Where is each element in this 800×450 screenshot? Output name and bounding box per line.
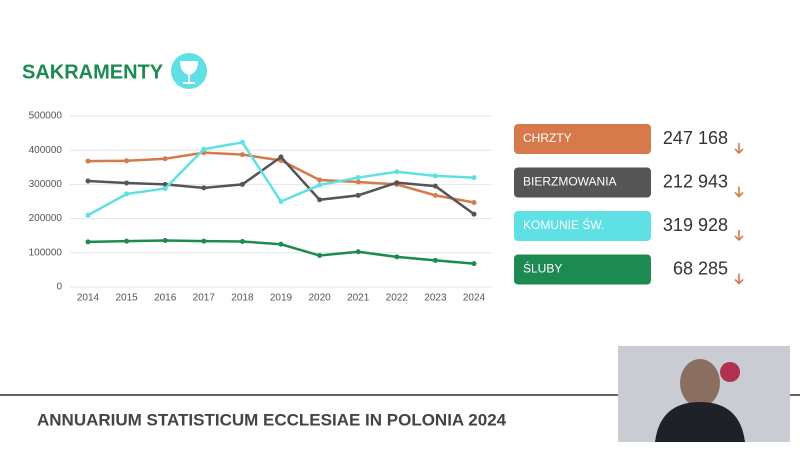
point	[239, 152, 245, 158]
point	[317, 177, 323, 183]
point	[432, 192, 438, 198]
series-line	[87, 155, 475, 216]
legend-label: ŚLUBY	[523, 261, 562, 276]
y-tick-label: 300000	[29, 179, 63, 190]
x-tick-label: 2023	[424, 293, 447, 304]
legend-label: CHRZTY	[523, 131, 572, 145]
footer-text: ANNUARIUM STATISTICUM ECCLESIAE IN POLON…	[37, 410, 507, 429]
point	[162, 156, 168, 162]
point	[355, 249, 361, 255]
y-tick-label: 0	[56, 282, 62, 293]
point	[85, 239, 91, 245]
value-label: 212 943	[663, 171, 728, 191]
point	[201, 185, 207, 191]
x-tick-label: 2021	[347, 293, 370, 304]
x-tick-label: 2022	[386, 293, 409, 304]
video-inset	[618, 346, 790, 442]
point	[124, 238, 130, 244]
point	[201, 238, 207, 244]
point	[124, 180, 130, 186]
point	[394, 254, 400, 260]
point	[317, 253, 323, 259]
slide-title: SAKRAMENTY	[22, 61, 164, 83]
point	[432, 183, 438, 189]
point	[394, 180, 400, 186]
point	[394, 169, 400, 175]
down-arrow	[734, 143, 744, 155]
point	[124, 158, 130, 164]
legend-label: KOMUNIE ŚW.	[523, 217, 604, 232]
chalice-icon	[171, 53, 207, 89]
x-tick-label: 2024	[463, 293, 486, 304]
y-tick-label: 500000	[29, 111, 63, 122]
point	[162, 237, 168, 243]
y-tick-label: 100000	[29, 247, 63, 258]
legend-box	[514, 124, 651, 154]
point	[471, 211, 477, 217]
point	[278, 199, 284, 204]
point	[124, 191, 130, 197]
point	[85, 158, 91, 164]
point	[239, 239, 245, 245]
point	[278, 154, 284, 160]
x-tick-label: 2014	[77, 293, 100, 304]
down-arrow	[734, 186, 744, 198]
legend-box	[514, 254, 651, 285]
point	[471, 175, 477, 181]
series-line	[87, 140, 475, 217]
legend-label: BIERZMOWANIA	[523, 175, 617, 189]
point	[471, 261, 477, 267]
x-tick-label: 2016	[154, 293, 177, 304]
point	[201, 146, 207, 152]
down-arrow	[734, 230, 744, 242]
point	[355, 192, 361, 198]
x-tick-label: 2018	[231, 293, 254, 304]
point	[239, 181, 245, 187]
point	[317, 197, 323, 203]
point	[162, 186, 168, 192]
down-arrow	[734, 273, 744, 285]
x-tick-label: 2017	[193, 293, 216, 304]
legend-box	[514, 211, 651, 241]
value-label: 68 285	[673, 258, 728, 278]
point	[278, 241, 284, 247]
point	[471, 199, 477, 205]
point	[355, 179, 361, 185]
x-tick-label: 2019	[270, 293, 293, 304]
y-tick-label: 200000	[29, 213, 63, 224]
point	[432, 257, 438, 263]
legend-box	[514, 167, 651, 198]
value-label: 319 928	[663, 215, 728, 235]
point	[239, 139, 245, 145]
point	[317, 182, 323, 188]
point	[85, 178, 91, 184]
y-tick-label: 400000	[29, 145, 63, 156]
value-label: 247 168	[663, 128, 728, 148]
point	[85, 212, 91, 218]
point	[355, 175, 361, 181]
x-tick-label: 2020	[308, 293, 331, 304]
x-tick-label: 2015	[115, 293, 138, 304]
point	[432, 173, 438, 179]
